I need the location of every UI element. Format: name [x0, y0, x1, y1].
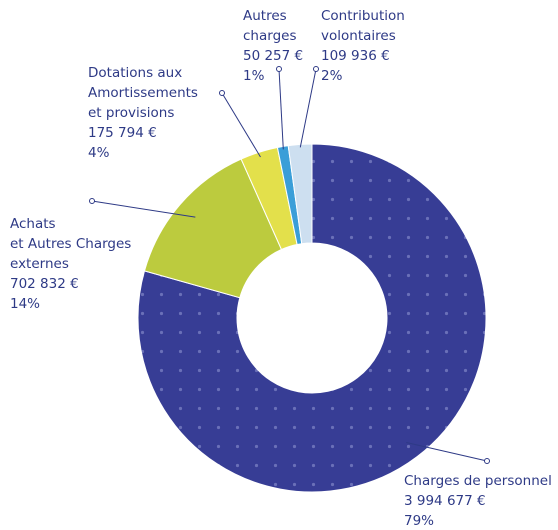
slice-label: Charges de personnel 3 994 677 € 79%: [404, 473, 552, 529]
label-percent: 79%: [404, 513, 434, 529]
label-percent: 14%: [10, 296, 40, 312]
label-name: et provisions: [88, 105, 174, 121]
leader-dot: [484, 458, 490, 464]
label-value: 50 257 €: [243, 48, 303, 64]
label-name: et Autres Charges: [10, 236, 131, 252]
leader-line: [299, 68, 317, 148]
label-name: Achats: [10, 216, 56, 232]
label-name: volontaires: [321, 28, 396, 44]
label-value: 175 794 €: [88, 125, 157, 141]
label-name: externes: [10, 256, 69, 272]
label-name: Charges de personnel: [404, 473, 552, 489]
slice: [287, 143, 313, 245]
leader-line: [91, 200, 196, 218]
leader-line: [406, 441, 488, 462]
label-percent: 1%: [243, 68, 265, 84]
label-name: Autres: [243, 8, 287, 24]
label-value: 109 936 €: [321, 48, 390, 64]
slice-label: Achats et Autres Charges externes 702 832 €…: [10, 216, 131, 312]
leader-dot: [313, 66, 319, 72]
slice-label: Contribution volontaires 109 936 € 2%: [321, 8, 405, 84]
slice: [137, 143, 487, 493]
label-name: charges: [243, 28, 296, 44]
label-value: 3 994 677 €: [404, 493, 486, 509]
leader-dot: [89, 198, 95, 204]
slice-label: Dotations aux Amortissements et provisions…: [88, 65, 198, 161]
leader-dot: [219, 90, 225, 96]
leader-line: [278, 68, 284, 150]
label-name: Contribution: [321, 8, 405, 24]
label-name: Amortissements: [88, 85, 198, 101]
label-percent: 4%: [88, 145, 110, 161]
leader-dot: [276, 66, 282, 72]
label-name: Dotations aux: [88, 65, 182, 81]
label-value: 702 832 €: [10, 276, 79, 292]
label-percent: 2%: [321, 68, 343, 84]
slice-label: Autres charges 50 257 € 1%: [243, 8, 303, 84]
leader-line: [221, 92, 261, 158]
